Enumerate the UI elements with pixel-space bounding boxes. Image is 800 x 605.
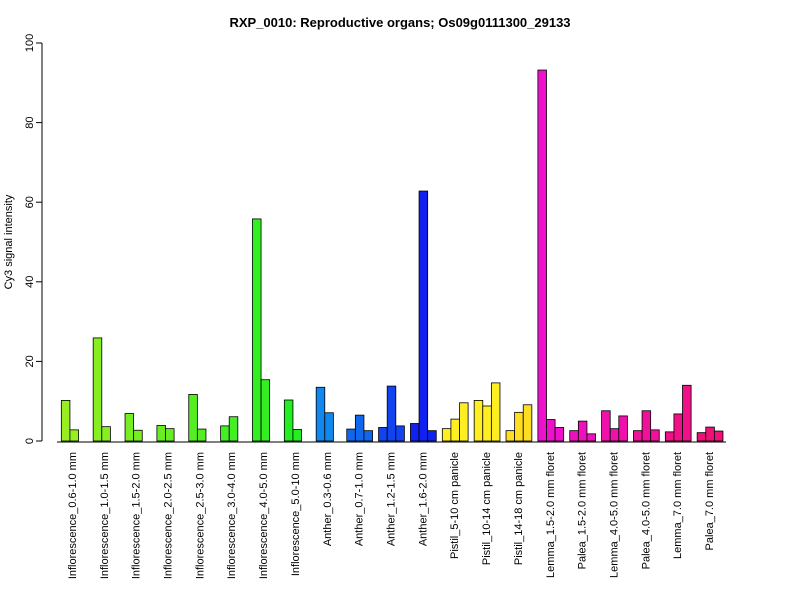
bar-series	[60, 69, 724, 442]
y-tick-label: 20	[24, 355, 36, 367]
bar	[577, 420, 588, 442]
bar	[410, 423, 420, 442]
bar	[586, 433, 596, 442]
x-tick-label: Inflorescence_4.0-5.0 mm	[258, 452, 270, 579]
x-tick-label: Palea_1.5-2.0 mm floret	[577, 452, 589, 569]
bar	[395, 425, 405, 442]
bar	[292, 429, 302, 442]
x-tick-label: Palea_4.0-5.0 mm floret	[640, 452, 652, 569]
bar	[441, 428, 452, 442]
x-tick-label: Inflorescence_0.6-1.0 mm	[67, 452, 79, 579]
x-tick-label: Anther_0.3-0.6 mm	[322, 452, 334, 546]
bar	[165, 428, 175, 442]
bar	[537, 69, 547, 442]
bar	[473, 400, 484, 442]
x-tick-label: Palea_7.0 mm floret	[704, 452, 716, 550]
bar	[664, 431, 675, 442]
bar	[124, 413, 135, 442]
bar	[505, 430, 516, 442]
bar	[641, 410, 652, 442]
x-tick-label: Lemma_4.0-5.0 mm floret	[609, 452, 621, 578]
y-tick-label: 0	[24, 438, 36, 444]
bar	[133, 429, 143, 442]
x-tick-label: Pistil_14-18 cm panicle	[513, 452, 525, 565]
bar	[196, 428, 207, 442]
x-tick-label: Inflorescence_2.0-2.5 mm	[163, 452, 175, 579]
bar	[378, 427, 388, 442]
x-tick-label: Pistil_10-14 cm panicle	[481, 452, 493, 565]
x-tick-label: Inflorescence_2.5-3.0 mm	[194, 452, 206, 579]
bar	[354, 414, 365, 442]
x-tick-label: Inflorescence_1.5-2.0 mm	[131, 452, 143, 579]
x-tick-label: Anther_0.7-1.0 mm	[354, 452, 366, 546]
bar	[609, 428, 620, 442]
bar	[618, 415, 628, 442]
y-axis: 0 20 40 60 80 100	[24, 34, 43, 444]
bar	[156, 425, 166, 442]
bar	[450, 418, 460, 442]
bar	[92, 337, 103, 442]
bar	[346, 428, 356, 442]
x-tick-label: Anther_1.2-1.5 mm	[386, 452, 398, 546]
bar	[363, 430, 373, 442]
y-tick-label: 100	[24, 34, 36, 52]
bar	[554, 427, 565, 442]
bar	[260, 379, 271, 442]
x-tick-label: Lemma_7.0 mm floret	[672, 452, 684, 559]
bar	[427, 430, 437, 442]
chart-title: RXP_0010: Reproductive organs; Os09g0111…	[229, 15, 570, 30]
bar	[696, 432, 707, 442]
bar	[315, 386, 326, 442]
bar	[418, 190, 429, 442]
bar	[386, 385, 397, 442]
x-tick-label: Inflorescence_3.0-4.0 mm	[226, 452, 238, 579]
bar	[673, 413, 683, 442]
x-tick-label: Inflorescence_5.0-10 mm	[290, 452, 302, 576]
category-labels: Inflorescence_0.6-1.0 mm Inflorescence_1.…	[67, 452, 716, 579]
bar	[705, 426, 715, 442]
x-tick-label: Pistil_5-10 cm panicle	[449, 452, 461, 559]
bar	[682, 384, 692, 442]
bar	[228, 416, 239, 442]
bar	[101, 426, 111, 442]
y-axis-title: Cy3 signal intensity	[3, 194, 15, 289]
bar	[324, 412, 334, 442]
bar	[188, 394, 198, 442]
x-tick-label: Inflorescence_1.0-1.5 mm	[99, 452, 111, 579]
bar	[569, 430, 579, 442]
bar	[459, 402, 469, 442]
bar	[60, 400, 71, 442]
x-tick-label: Lemma_1.5-2.0 mm floret	[545, 452, 557, 578]
y-tick-label: 80	[24, 116, 36, 128]
bar	[220, 425, 230, 442]
x-tick-label: Anther_1.6-2.0 mm	[417, 452, 429, 546]
bar	[283, 399, 294, 442]
bar	[490, 382, 501, 442]
bar	[482, 405, 492, 442]
bar	[69, 429, 79, 442]
bar	[514, 411, 524, 442]
bar	[546, 419, 556, 442]
bar	[713, 430, 724, 442]
bar	[252, 218, 262, 442]
y-tick-label: 60	[24, 196, 36, 208]
bar	[633, 430, 643, 442]
y-tick-label: 40	[24, 276, 36, 288]
bar	[601, 410, 611, 442]
bar	[650, 429, 660, 442]
bar	[522, 404, 533, 442]
